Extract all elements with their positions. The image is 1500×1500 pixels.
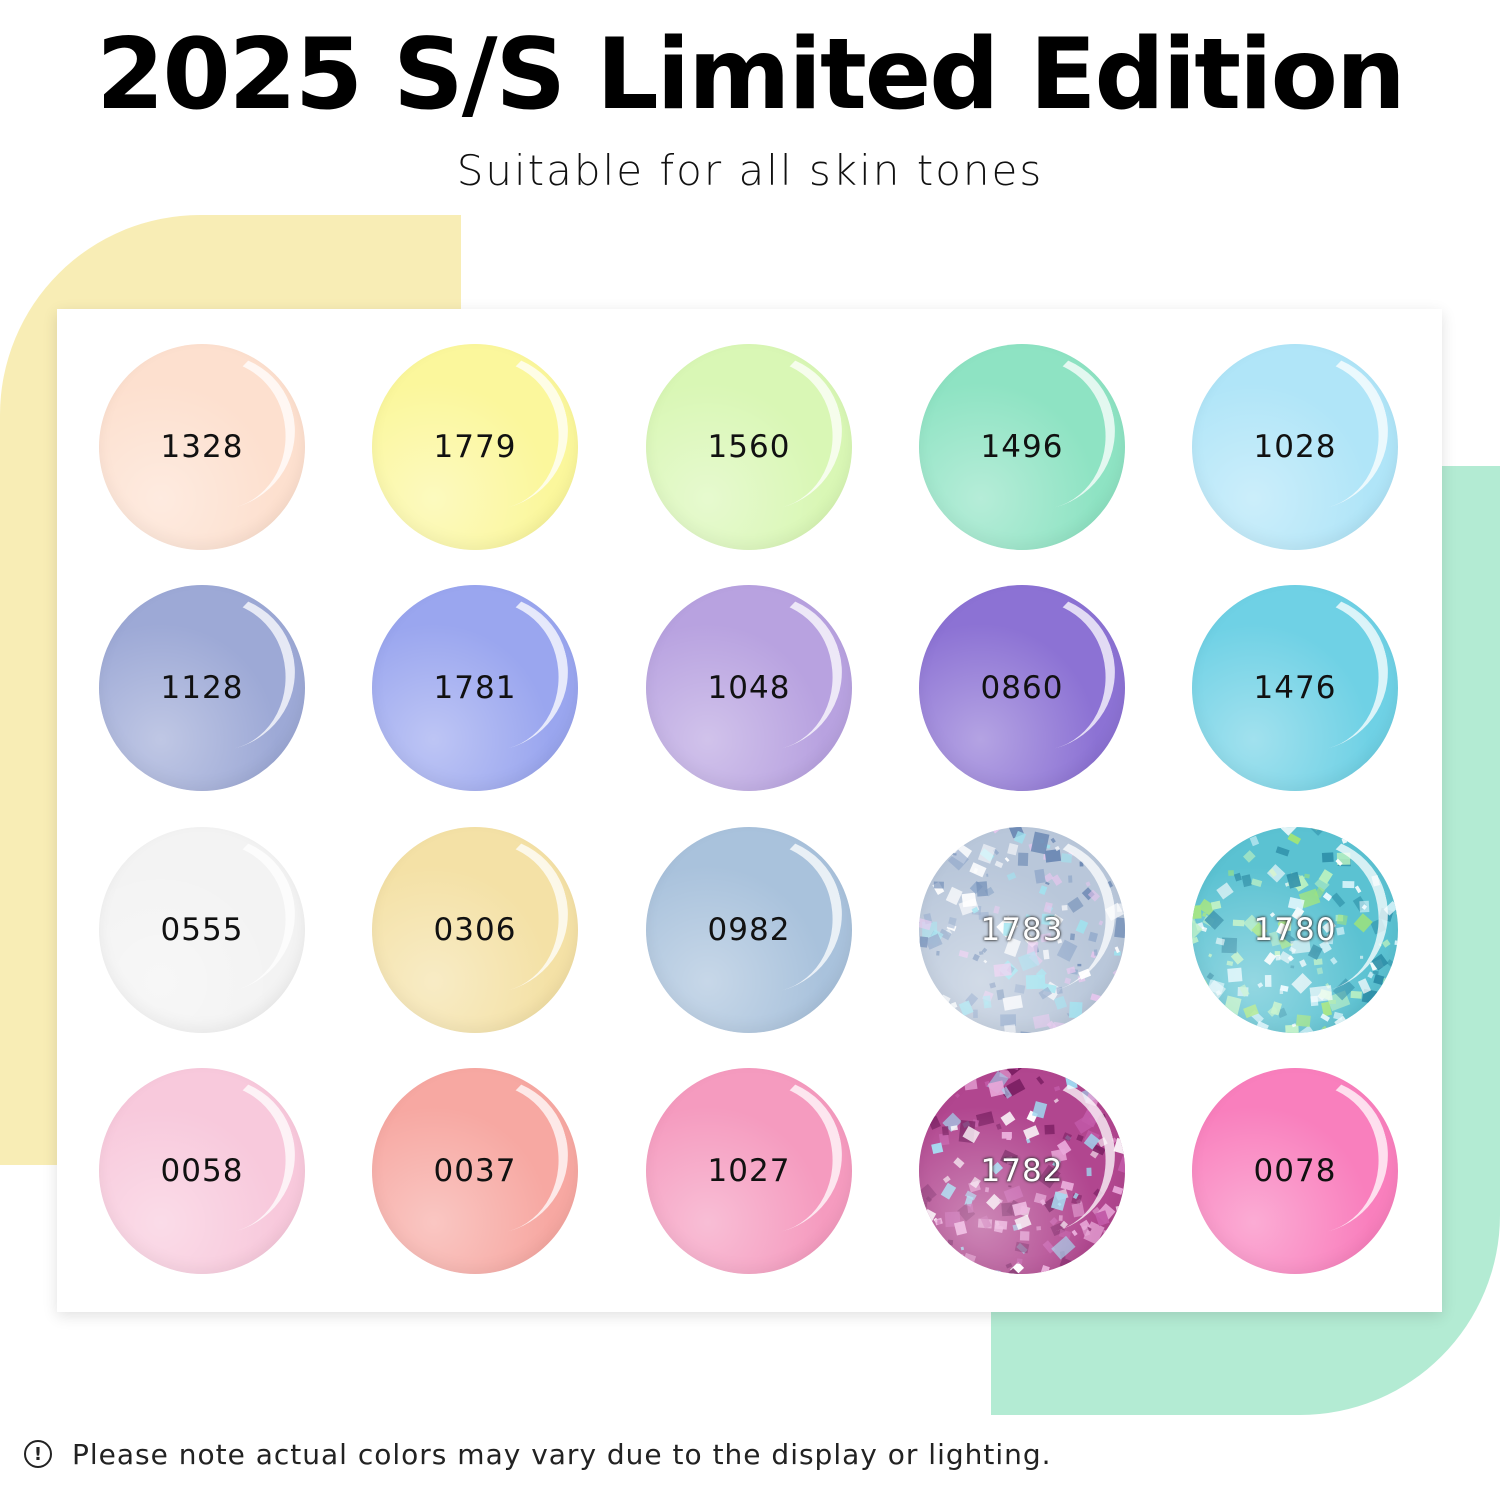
swatch-code: 1476 bbox=[1253, 670, 1337, 706]
swatch-code: 1560 bbox=[707, 429, 791, 465]
swatch-gloss bbox=[372, 827, 578, 1033]
glitter-texture bbox=[1192, 827, 1398, 1033]
swatch-code: 0982 bbox=[707, 912, 791, 948]
swatch-gloss bbox=[1192, 344, 1398, 550]
swatch-code: 1028 bbox=[1253, 429, 1337, 465]
swatch-code: 0078 bbox=[1253, 1153, 1337, 1189]
swatch-code: 1027 bbox=[707, 1153, 791, 1189]
page-title: 2025 S/S Limited Edition bbox=[96, 18, 1406, 132]
glitter-texture bbox=[919, 1068, 1125, 1274]
swatch-gloss bbox=[99, 585, 305, 791]
swatch-gloss bbox=[99, 827, 305, 1033]
swatch-code: 1128 bbox=[160, 670, 244, 706]
swatch-gloss bbox=[99, 344, 305, 550]
swatch-code: 0860 bbox=[980, 670, 1064, 706]
swatch-code: 0306 bbox=[433, 912, 517, 948]
color-swatch: 0982 bbox=[646, 827, 852, 1033]
swatch-code: 1783 bbox=[980, 912, 1064, 948]
swatch-gloss bbox=[1192, 1068, 1398, 1274]
color-swatch: 0860 bbox=[919, 585, 1125, 791]
swatch-gloss bbox=[646, 1068, 852, 1274]
disclaimer-text: Please note actual colors may vary due t… bbox=[72, 1437, 1052, 1471]
swatch-code: 0058 bbox=[160, 1153, 244, 1189]
color-swatch: 1780 bbox=[1192, 827, 1398, 1033]
swatch-gloss bbox=[646, 344, 852, 550]
color-swatch: 1027 bbox=[646, 1068, 852, 1274]
swatch-code: 1781 bbox=[433, 670, 517, 706]
color-swatch: 1781 bbox=[372, 585, 578, 791]
swatch-gloss bbox=[372, 585, 578, 791]
color-swatch: 1782 bbox=[919, 1068, 1125, 1274]
swatch-gloss bbox=[99, 1068, 305, 1274]
swatch-code: 1328 bbox=[160, 429, 244, 465]
color-swatch: 1028 bbox=[1192, 344, 1398, 550]
swatch-panel: 1328 1779 1560 1496 1028 1128 1781 1048 0860 1476… bbox=[57, 309, 1442, 1312]
swatch-code: 1779 bbox=[433, 429, 517, 465]
color-swatch: 1783 bbox=[919, 827, 1125, 1033]
swatch-code: 0555 bbox=[160, 912, 244, 948]
color-swatch: 0078 bbox=[1192, 1068, 1398, 1274]
swatch-code: 1048 bbox=[707, 670, 791, 706]
swatch-gloss bbox=[372, 344, 578, 550]
swatch-code: 1496 bbox=[980, 429, 1064, 465]
color-swatch: 1560 bbox=[646, 344, 852, 550]
color-swatch: 1328 bbox=[99, 344, 305, 550]
color-swatch: 1476 bbox=[1192, 585, 1398, 791]
info-icon: ! bbox=[24, 1440, 52, 1468]
disclaimer: ! Please note actual colors may vary due… bbox=[24, 1432, 1052, 1476]
color-swatch: 0306 bbox=[372, 827, 578, 1033]
color-swatch: 0058 bbox=[99, 1068, 305, 1274]
color-swatch: 1496 bbox=[919, 344, 1125, 550]
swatch-gloss bbox=[919, 827, 1125, 1033]
swatch-code: 1780 bbox=[1253, 912, 1337, 948]
swatch-gloss bbox=[1192, 827, 1398, 1033]
swatch-gloss bbox=[919, 344, 1125, 550]
color-swatch: 0037 bbox=[372, 1068, 578, 1274]
swatch-gloss bbox=[372, 1068, 578, 1274]
swatch-gloss bbox=[646, 827, 852, 1033]
color-swatch: 1048 bbox=[646, 585, 852, 791]
color-swatch: 1128 bbox=[99, 585, 305, 791]
color-swatch: 1779 bbox=[372, 344, 578, 550]
swatch-code: 1782 bbox=[980, 1153, 1064, 1189]
page-subtitle: Suitable for all skin tones bbox=[456, 146, 1044, 195]
swatch-code: 0037 bbox=[433, 1153, 517, 1189]
swatch-gloss bbox=[919, 585, 1125, 791]
swatch-gloss bbox=[919, 1068, 1125, 1274]
swatch-gloss bbox=[646, 585, 852, 791]
glitter-texture bbox=[919, 827, 1125, 1033]
color-swatch: 0555 bbox=[99, 827, 305, 1033]
swatch-gloss bbox=[1192, 585, 1398, 791]
